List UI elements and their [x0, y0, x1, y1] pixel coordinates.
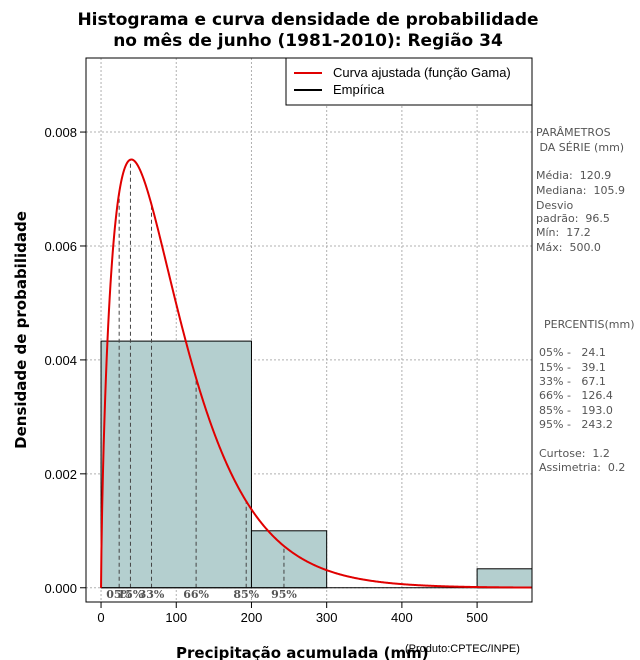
percentil-33: 33% - 67.1: [539, 375, 606, 388]
histogram-bar-2: [476, 568, 532, 589]
param-min: Mín: 17.2: [536, 226, 591, 239]
y-tick-label-2: 0.004: [44, 353, 77, 368]
chart-title-line-2: no mês de junho (1981-2010): Região 34: [113, 31, 503, 51]
x-tick-label-100: 100: [165, 610, 187, 625]
legend: Curva ajustada (função Gama) Empírica: [285, 57, 533, 106]
stat-skewness: Assimetria: 0.2: [539, 461, 625, 474]
param-std-2: padrão: 96.5: [536, 212, 610, 225]
percentile-labels: 05%15%33% 66% 85% 95%: [106, 588, 297, 601]
percentile-label-0: 05%: [106, 588, 132, 601]
x-tick-label-400: 400: [391, 610, 413, 625]
x-tick-label-200: 200: [241, 610, 263, 625]
legend-box: [285, 57, 533, 106]
param-max: Máx: 500.0: [536, 241, 601, 254]
histogram-bar-1: [250, 530, 328, 589]
y-tick-label-1: 0.002: [44, 467, 77, 482]
statistics-panel: PARÂMETROS DA SÉRIE (mm) Média: 120.9 Me…: [536, 126, 635, 474]
chart-title-line-1: Histograma e curva densidade de probabil…: [77, 10, 538, 30]
param-median: Mediana: 105.9: [536, 184, 625, 197]
y-tick-label-3: 0.006: [44, 239, 77, 254]
percentil-05: 05% - 24.1: [539, 346, 606, 359]
params-title-2: DA SÉRIE (mm): [536, 141, 624, 154]
percentile-label-2: 33%: [139, 588, 165, 601]
stat-kurtosis: Curtose: 1.2: [539, 447, 610, 460]
gamma-curve: [100, 158, 532, 589]
y-axis-label: Densidade de probabilidade: [12, 211, 30, 449]
legend-label-empirical: Empírica: [333, 82, 385, 97]
x-tick-label-0: 0: [97, 610, 104, 625]
y-tick-label-4: 0.008: [44, 125, 77, 140]
param-mean: Média: 120.9: [536, 169, 611, 182]
percentil-66: 66% - 126.4: [539, 389, 613, 402]
x-axis-label: Precipitação acumulada (mm): [176, 644, 429, 660]
percentil-15: 15% - 39.1: [539, 361, 606, 374]
percentile-label-3: 66%: [183, 588, 209, 601]
params-title-1: PARÂMETROS: [536, 126, 611, 139]
x-axis-ticks: 0 100 200 300 400 500: [97, 602, 488, 625]
percentile-label-5: 95%: [271, 588, 297, 601]
y-tick-label-0: 0.000: [44, 581, 77, 596]
x-tick-label-300: 300: [316, 610, 338, 625]
legend-label-fitted: Curva ajustada (função Gama): [333, 65, 511, 80]
percentil-95: 95% - 243.2: [539, 418, 613, 431]
percentile-label-4: 85%: [233, 588, 259, 601]
histogram-bar-0: [100, 340, 252, 589]
percentil-85: 85% - 193.0: [539, 404, 613, 417]
product-credit: (Produto:CPTEC/INPE): [405, 643, 520, 655]
percentile-label-1: 15%: [118, 588, 144, 601]
y-axis-ticks: 0.000 0.002 0.004 0.006 0.008: [44, 125, 86, 596]
param-std-1: Desvio: [536, 199, 574, 212]
percentile-lines: [118, 159, 285, 588]
x-tick-label-500: 500: [466, 610, 488, 625]
gamma-curve-group: [100, 158, 532, 589]
percentis-title: PERCENTIS(mm): [544, 318, 635, 331]
